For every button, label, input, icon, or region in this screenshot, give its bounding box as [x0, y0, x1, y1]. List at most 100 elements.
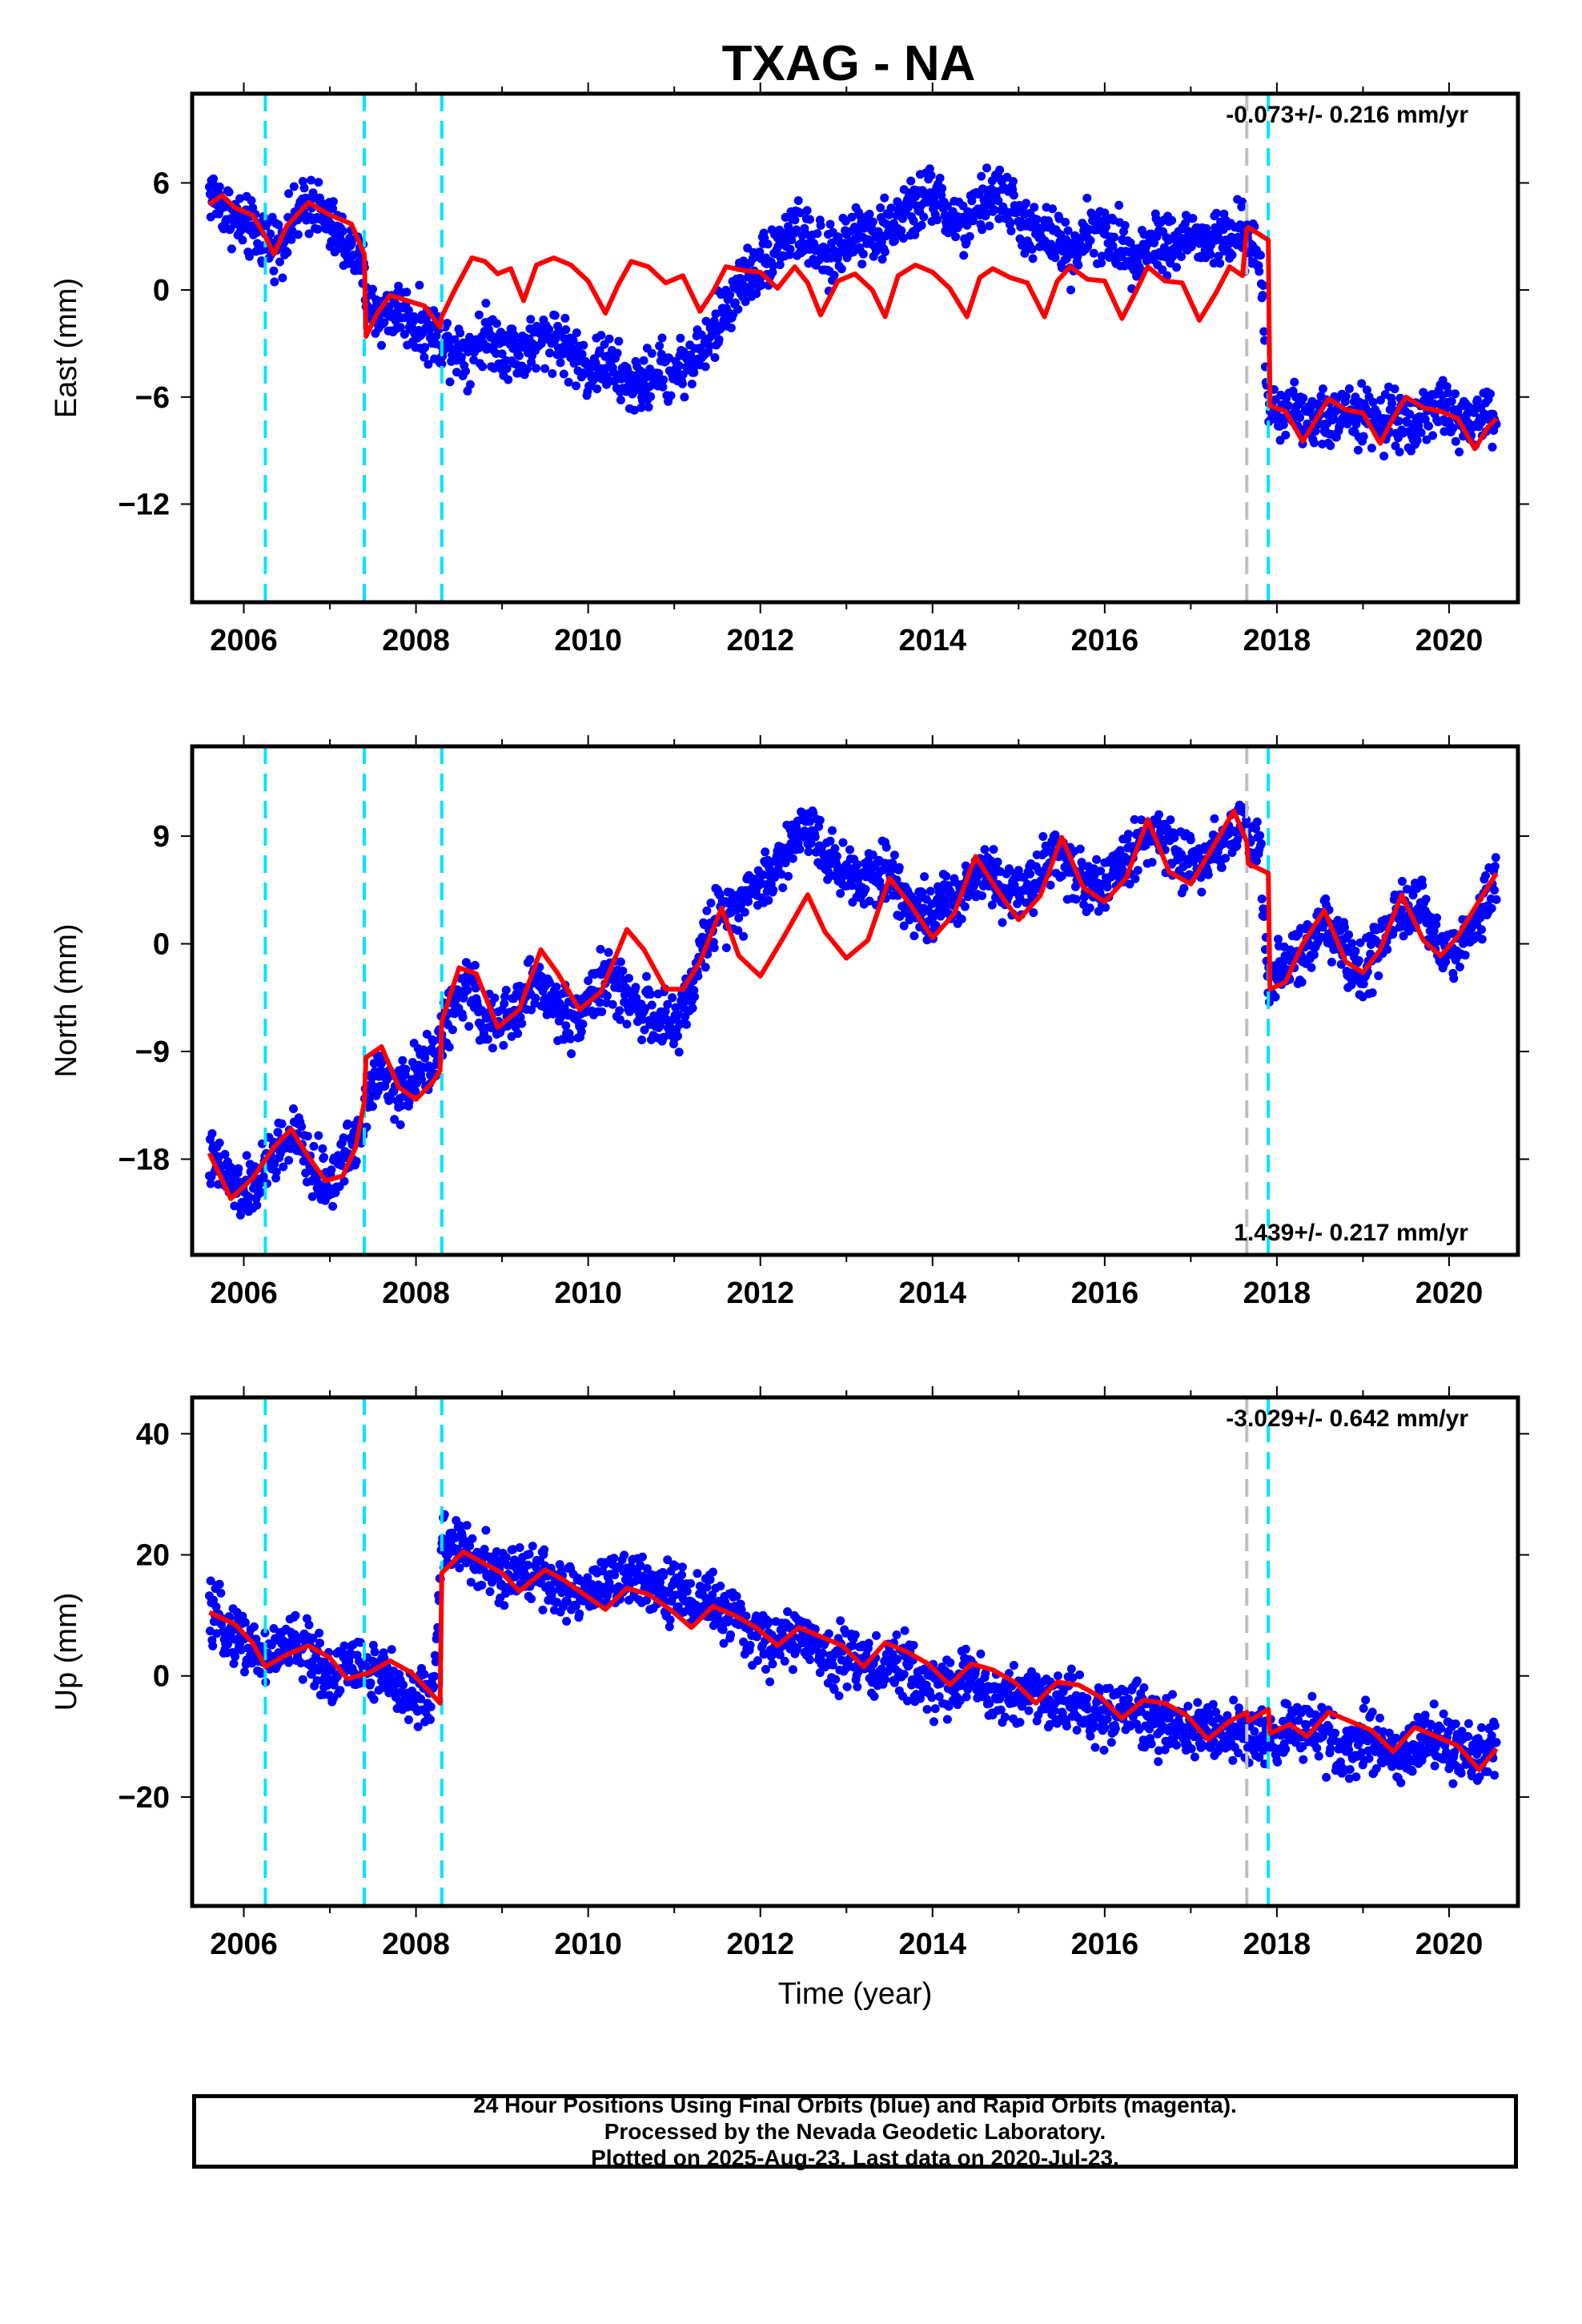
data-point	[677, 1562, 687, 1572]
data-point	[725, 290, 735, 300]
y-tick-label: −6	[135, 381, 170, 415]
data-point	[1252, 817, 1262, 826]
data-point	[825, 836, 835, 846]
data-point	[876, 203, 885, 212]
data-point	[499, 1040, 508, 1050]
data-point	[850, 1630, 860, 1639]
data-point	[777, 870, 786, 879]
data-point	[638, 1552, 647, 1562]
data-point	[909, 216, 918, 226]
data-point	[1130, 874, 1140, 883]
data-point	[1405, 409, 1415, 419]
data-point	[959, 251, 969, 260]
data-point	[894, 862, 904, 872]
data-point	[577, 349, 587, 359]
data-point	[492, 319, 501, 328]
plot-frame	[190, 744, 1520, 1257]
data-point	[1014, 866, 1023, 875]
y-axis-label: North (mm)	[50, 923, 83, 1077]
data-point	[238, 235, 247, 245]
data-point	[595, 346, 604, 356]
data-point	[793, 196, 803, 205]
data-point	[277, 1119, 287, 1128]
data-point	[1154, 810, 1163, 819]
data-point	[985, 221, 994, 231]
data-point	[224, 187, 234, 197]
data-point	[315, 1628, 324, 1638]
data-point	[485, 1587, 495, 1596]
data-point	[230, 1201, 239, 1211]
y-tick-label: 9	[153, 820, 170, 854]
chart-title: TXAG - NA	[722, 36, 976, 91]
data-point	[1383, 945, 1392, 955]
data-point	[426, 1702, 436, 1711]
data-point	[355, 1679, 364, 1688]
data-point	[764, 895, 773, 905]
data-point	[935, 173, 945, 183]
data-point	[500, 992, 510, 1002]
data-point	[1354, 955, 1363, 965]
data-point	[763, 239, 773, 249]
x-ticks	[243, 82, 1450, 613]
data-point	[474, 310, 484, 320]
data-point	[847, 881, 857, 891]
data-point	[555, 1560, 564, 1570]
data-point	[501, 1553, 511, 1562]
data-point	[524, 1550, 534, 1559]
data-point	[998, 918, 1007, 927]
data-point	[926, 171, 936, 180]
data-point	[836, 1616, 845, 1626]
data-points	[205, 800, 1501, 1220]
data-point	[424, 360, 433, 369]
x-tick-label: 2014	[899, 1277, 967, 1310]
data-point	[235, 194, 245, 203]
data-point	[1108, 241, 1118, 251]
data-point	[1123, 830, 1133, 839]
data-point	[951, 232, 961, 242]
data-point	[1379, 452, 1389, 460]
data-point	[1133, 866, 1142, 875]
data-point	[847, 212, 857, 222]
data-point	[642, 1595, 651, 1605]
data-point	[273, 1128, 283, 1137]
data-point	[504, 375, 513, 384]
data-point	[832, 851, 841, 861]
data-point	[733, 926, 743, 935]
y-tick-label: 6	[153, 167, 170, 200]
data-point	[965, 231, 974, 241]
data-point	[411, 1087, 420, 1096]
data-points	[205, 1510, 1501, 1788]
data-point	[1046, 880, 1055, 890]
data-point	[1120, 221, 1130, 230]
data-point	[309, 1141, 319, 1151]
data-point	[615, 1006, 624, 1015]
data-point	[1390, 384, 1399, 394]
data-point	[893, 1655, 902, 1664]
data-point	[1372, 408, 1382, 418]
data-point	[538, 1605, 548, 1614]
data-point	[552, 1598, 562, 1607]
data-point	[245, 251, 254, 261]
data-point	[604, 947, 613, 957]
data-point	[510, 1572, 520, 1582]
data-point	[1321, 894, 1331, 903]
data-point	[745, 1640, 755, 1650]
data-point	[1251, 856, 1261, 866]
data-point	[343, 1119, 352, 1128]
data-point	[289, 1104, 298, 1113]
data-point	[612, 348, 622, 358]
data-point	[1022, 199, 1031, 208]
data-point	[564, 377, 573, 387]
data-point	[339, 1176, 349, 1186]
data-point	[346, 1648, 355, 1658]
data-point	[259, 1172, 268, 1181]
data-point	[283, 247, 292, 257]
data-point	[256, 1188, 266, 1197]
data-point	[240, 1667, 249, 1677]
data-point	[602, 991, 612, 1000]
data-point	[1038, 832, 1048, 841]
data-point	[788, 1665, 797, 1675]
data-point	[785, 244, 795, 254]
data-point	[719, 1638, 729, 1648]
data-point	[1290, 377, 1299, 387]
